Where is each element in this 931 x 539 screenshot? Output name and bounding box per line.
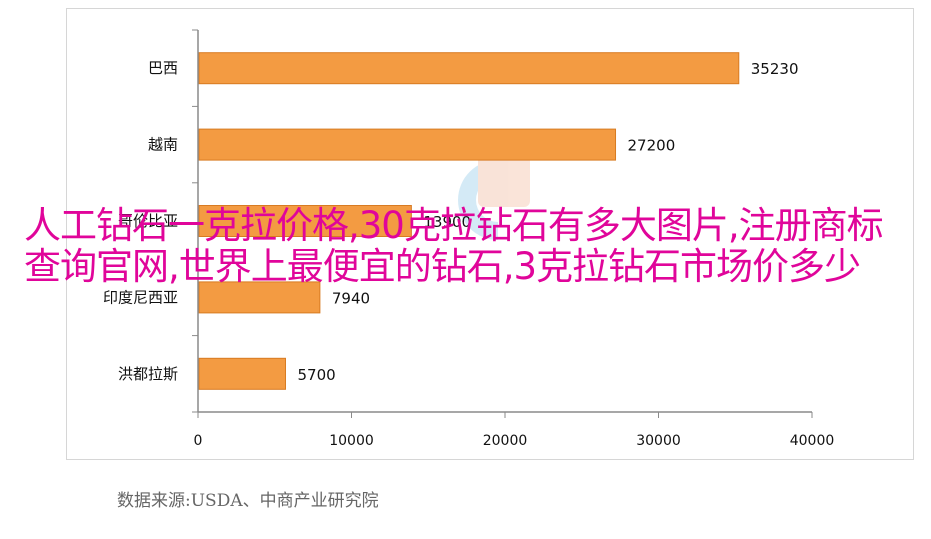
x-tick-label: 10000	[329, 433, 374, 449]
category-label: 哥伦比亚	[118, 212, 178, 230]
x-tick-label: 20000	[483, 433, 528, 449]
value-label: 13900	[423, 213, 471, 231]
watermark-logo	[458, 155, 530, 240]
bar-0	[198, 52, 740, 85]
x-tick-label: 0	[194, 433, 203, 449]
category-label: 越南	[148, 136, 178, 154]
source-note: 数据来源:USDA、中商产业研究院	[117, 491, 379, 511]
bar-4	[198, 357, 286, 390]
value-label: 5700	[297, 366, 335, 384]
value-label: 35230	[751, 60, 799, 78]
value-label: 27200	[628, 137, 676, 155]
category-label: 巴西	[148, 59, 178, 77]
bar-2	[198, 205, 412, 237]
bar-3	[198, 281, 321, 314]
x-tick-label: 30000	[636, 433, 681, 449]
chart-frame	[66, 8, 914, 460]
bar-1	[198, 128, 617, 161]
category-label: 洪都拉斯	[118, 365, 178, 383]
category-label: 印度尼西亚	[103, 288, 178, 306]
value-label: 7940	[332, 289, 370, 307]
x-tick-label: 40000	[790, 433, 835, 449]
overlay-headline: 人工钻石一克拉价格,30克拉钻石有多大图片,注册商标查询官网,世界上最便宜的钻石…	[24, 204, 884, 288]
